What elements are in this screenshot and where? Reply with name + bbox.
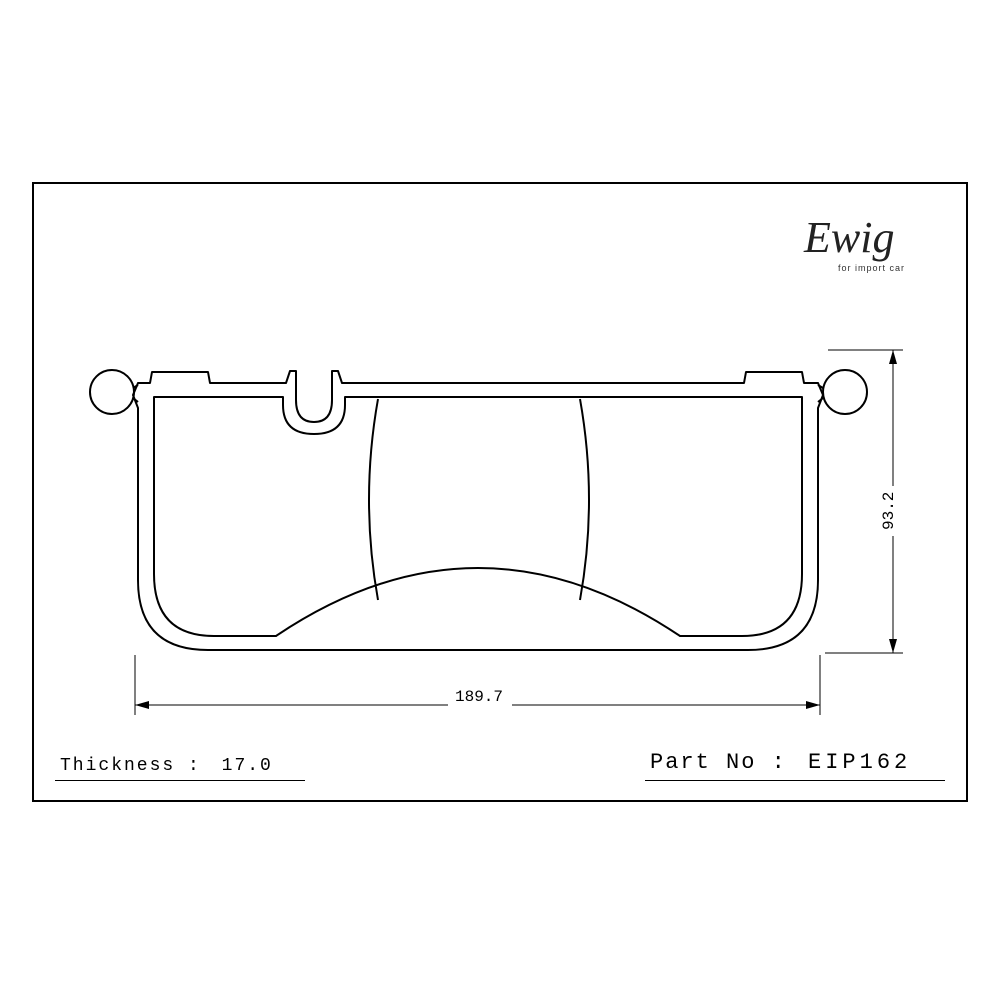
segment-line-1 xyxy=(369,399,378,600)
backing-plate-outline xyxy=(133,371,823,650)
height-arrow-bottom xyxy=(889,639,897,653)
right-pin-circle xyxy=(823,370,867,414)
friction-material-outline xyxy=(154,397,802,636)
segment-line-2 xyxy=(580,399,589,600)
height-arrow-top xyxy=(889,350,897,364)
left-pin-circle xyxy=(90,370,134,414)
width-arrow-left xyxy=(135,701,149,709)
width-arrow-right xyxy=(806,701,820,709)
brake-pad-drawing xyxy=(0,0,1000,1000)
right-pin-connector xyxy=(818,385,823,388)
canvas: Ewig for import car Thickness : 17.0 Par… xyxy=(0,0,1000,1000)
